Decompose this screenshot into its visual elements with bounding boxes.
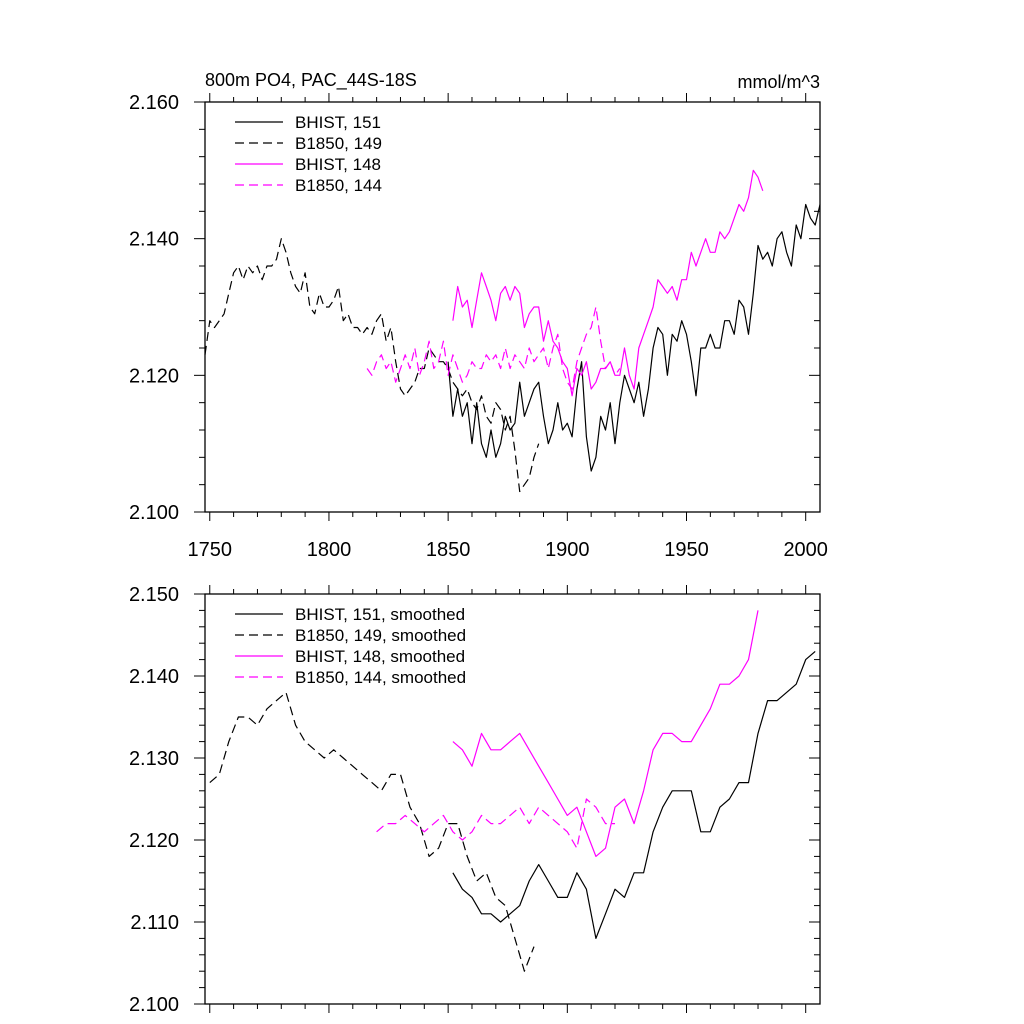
y-tick-label: 2.160 <box>129 92 179 114</box>
y-tick-label: 2.130 <box>129 748 179 770</box>
series-line-2-1 <box>452 650 816 940</box>
series-line-2-3 <box>452 610 759 858</box>
legend-label: BHIST, 148 <box>295 155 381 174</box>
x-tick-label: 1800 <box>307 539 352 561</box>
y-tick-label: 2.140 <box>129 229 179 251</box>
plot-frame-1 <box>204 101 821 513</box>
legend-label: B1850, 144, smoothed <box>295 668 466 687</box>
series-line-1-2 <box>204 238 540 493</box>
legend-label: B1850, 144 <box>295 176 382 195</box>
y-tick-label: 2.100 <box>129 502 179 524</box>
y-tick-label: 2.150 <box>129 584 179 606</box>
legend-label: B1850, 149 <box>295 134 382 153</box>
chart-title: 800m PO4, PAC_44S-18S <box>205 70 417 91</box>
plot-frame-2 <box>204 593 821 1005</box>
series-line-2-4 <box>376 798 615 849</box>
series-layer-bottom <box>209 610 816 972</box>
axes-top: 1750 1800 1850 1900 1950 2000 2.100 2.120 2.140 2… <box>129 92 828 561</box>
series-line-1-4 <box>366 306 621 390</box>
legend-label: B1850, 149, smoothed <box>295 626 466 645</box>
y-tick-label: 2.120 <box>129 830 179 852</box>
y-tick-label: 2.100 <box>129 994 179 1016</box>
panel-bottom: 2.100 2.110 2.120 2.130 2.140 2.150 BHIST, 15… <box>129 584 821 1016</box>
x-tick-label: 1850 <box>426 539 471 561</box>
y-tick-label: 2.140 <box>129 666 179 688</box>
legend-top: BHIST, 151 B1850, 149 BHIST, 148 B1850, 144 <box>235 113 382 195</box>
chart-units: mmol/m^3 <box>738 72 820 92</box>
x-tick-label: 1900 <box>545 539 590 561</box>
x-tick-label: 1750 <box>188 539 233 561</box>
x-tick-label: 2000 <box>783 539 828 561</box>
series-line-1-1 <box>447 203 821 472</box>
legend-label: BHIST, 151 <box>295 113 381 132</box>
legend-bottom: BHIST, 151, smoothed B1850, 149, smoothed… <box>235 605 466 687</box>
x-tick-label: 1950 <box>664 539 709 561</box>
y-tick-label: 2.110 <box>130 912 179 934</box>
y-tick-label: 2.120 <box>129 365 179 387</box>
axes-bottom: 2.100 2.110 2.120 2.130 2.140 2.150 <box>129 584 821 1016</box>
legend-label: BHIST, 151, smoothed <box>295 605 465 624</box>
series-layer-top <box>204 169 821 493</box>
series-line-1-3 <box>452 169 764 397</box>
panel-top: 800m PO4, PAC_44S-18S mmol/m^3 1750 1800 1… <box>129 70 828 561</box>
series-line-2-2 <box>209 691 535 972</box>
legend-label: BHIST, 148, smoothed <box>295 647 465 666</box>
